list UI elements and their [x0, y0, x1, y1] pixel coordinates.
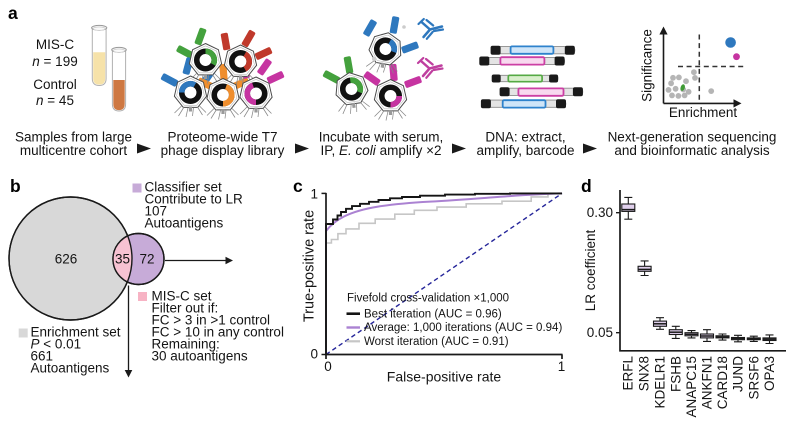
- svg-text:and bioinformatic analysis: and bioinformatic analysis: [614, 143, 770, 158]
- svg-text:JUND: JUND: [731, 356, 746, 392]
- svg-text:b: b: [10, 176, 21, 196]
- svg-text:Next-generation sequencing: Next-generation sequencing: [608, 130, 777, 145]
- svg-text:FSHB: FSHB: [668, 356, 683, 392]
- svg-text:0.30: 0.30: [587, 205, 613, 220]
- svg-text:FC > 3 in >1 control: FC > 3 in >1 control: [152, 313, 271, 328]
- svg-text:IP, E. coli amplify ×2: IP, E. coli amplify ×2: [321, 143, 442, 158]
- svg-text:n = 45: n = 45: [36, 93, 74, 108]
- svg-text:SRSF6: SRSF6: [746, 356, 761, 400]
- svg-text:P < 0.01: P < 0.01: [31, 337, 82, 352]
- svg-text:Remaining:: Remaining:: [152, 337, 220, 352]
- svg-text:OPA3: OPA3: [762, 356, 777, 391]
- svg-text:Enrichment set: Enrichment set: [31, 325, 121, 340]
- svg-text:MIS-C set: MIS-C set: [152, 289, 212, 304]
- svg-text:d: d: [581, 176, 592, 196]
- svg-text:SNX8: SNX8: [637, 356, 652, 391]
- svg-text:Best iteration (AUC = 0.96): Best iteration (AUC = 0.96): [364, 308, 502, 320]
- svg-text:Contribute to LR: Contribute to LR: [145, 192, 244, 207]
- svg-text:1: 1: [558, 359, 566, 374]
- svg-text:30 autoantigens: 30 autoantigens: [152, 349, 248, 364]
- svg-text:Enrichment: Enrichment: [669, 105, 738, 120]
- svg-text:CARD18: CARD18: [715, 356, 730, 409]
- svg-text:ERFL: ERFL: [621, 356, 636, 391]
- svg-text:a: a: [8, 3, 18, 23]
- svg-text:Classifier set: Classifier set: [145, 180, 223, 195]
- svg-text:1: 1: [310, 187, 318, 202]
- svg-text:Autoantigens: Autoantigens: [31, 361, 110, 376]
- svg-text:LR coefficient: LR coefficient: [583, 229, 598, 311]
- svg-text:Autoantigens: Autoantigens: [145, 216, 224, 231]
- svg-text:72: 72: [139, 252, 154, 267]
- svg-text:KDELR1: KDELR1: [653, 356, 668, 409]
- svg-text:MIS-C: MIS-C: [36, 37, 74, 52]
- svg-text:661: 661: [31, 349, 54, 364]
- svg-text:True-positive rate: True-positive rate: [302, 210, 318, 322]
- svg-text:0.05: 0.05: [587, 325, 613, 340]
- svg-text:Worst iteration (AUC = 0.91): Worst iteration (AUC = 0.91): [364, 336, 509, 348]
- svg-text:phage display library: phage display library: [161, 143, 285, 158]
- svg-text:DNA: extract,: DNA: extract,: [485, 130, 565, 145]
- svg-text:Samples from large: Samples from large: [15, 130, 132, 145]
- svg-text:0: 0: [324, 359, 332, 374]
- svg-text:n = 199: n = 199: [32, 54, 77, 69]
- svg-text:0: 0: [310, 347, 318, 362]
- svg-text:107: 107: [145, 204, 168, 219]
- svg-text:Average: 1,000 iterations (AU: Average: 1,000 iterations (AUC = 0.94): [364, 322, 562, 334]
- svg-text:626: 626: [55, 252, 78, 267]
- svg-text:35: 35: [115, 252, 130, 267]
- svg-text:Significance: Significance: [640, 29, 655, 102]
- svg-text:multicentre cohort: multicentre cohort: [20, 143, 128, 158]
- svg-text:False-positive rate: False-positive rate: [387, 369, 502, 385]
- svg-text:FC > 10 in any control: FC > 10 in any control: [152, 325, 284, 340]
- svg-text:Filter out if:: Filter out if:: [152, 301, 219, 316]
- svg-text:Control: Control: [33, 77, 77, 92]
- svg-text:ANKFN1: ANKFN1: [700, 356, 715, 409]
- svg-text:ANAPC15: ANAPC15: [684, 356, 699, 418]
- svg-text:amplify, barcode: amplify, barcode: [476, 143, 574, 158]
- svg-text:Proteome-wide T7: Proteome-wide T7: [167, 130, 277, 145]
- svg-text:Fivefold cross-validation ×1,0: Fivefold cross-validation ×1,000: [347, 293, 509, 305]
- svg-text:c: c: [293, 176, 303, 196]
- svg-text:Incubate with serum,: Incubate with serum,: [319, 130, 444, 145]
